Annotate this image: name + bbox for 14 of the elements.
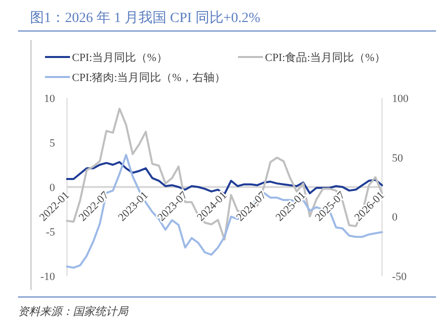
text: 资料来源：国家统计局 [18, 305, 129, 318]
y2-tick-label: 50 [392, 152, 404, 164]
y2-tick-label: 100 [392, 93, 409, 105]
y-tick-label: -10 [40, 271, 56, 283]
y-tick-label: 10 [44, 93, 56, 105]
y2-tick-label: 0 [392, 212, 398, 224]
legend-label: CPI:当月同比（%） [72, 51, 168, 64]
y-tick-label: 5 [50, 138, 56, 150]
chart-title: 图1：2026 年 1 月我国 CPI 同比+0.2% [30, 10, 261, 26]
y2-tick-label: -50 [392, 271, 408, 283]
legend-label: CPI:食品:当月同比（%） [265, 51, 386, 64]
legend-label: CPI:猪肉:当月同比（%，右轴） [72, 71, 226, 84]
y-tick-label: -5 [46, 226, 56, 238]
y-tick-label: 0 [50, 182, 56, 194]
